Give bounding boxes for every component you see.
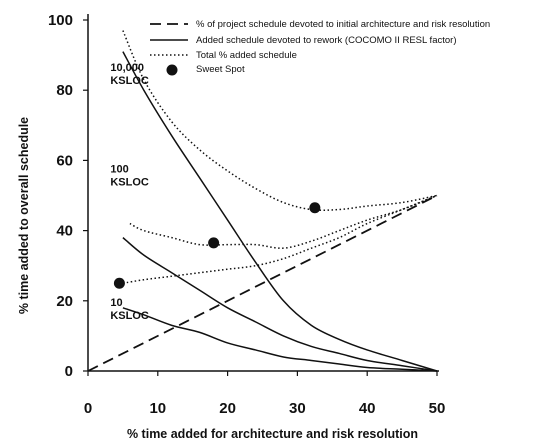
y-tick-label: 100	[48, 12, 73, 29]
legend-label: Total % added schedule	[196, 50, 297, 61]
ksloc-label-line: KSLOC	[110, 177, 149, 189]
y-tick-label: 80	[56, 82, 73, 99]
ksloc-label-line: KSLOC	[110, 75, 149, 87]
legend-label: % of project schedule devoted to initial…	[196, 19, 490, 30]
legend-label: Sweet Spot	[196, 64, 245, 75]
sweet-spot-markers	[113, 202, 321, 289]
legend: % of project schedule devoted to initial…	[150, 19, 490, 76]
x-tick-label: 10	[149, 400, 166, 417]
ksloc-label-line: KSLOC	[110, 310, 149, 322]
y-tick-label: 20	[56, 293, 73, 310]
legend-marker-icon	[166, 64, 178, 76]
series-line-dotted-5	[129, 194, 438, 249]
x-axis-label: % time added for architecture and risk r…	[127, 427, 418, 441]
series-line-dotted-4	[122, 30, 438, 211]
series-line-solid-3	[122, 307, 438, 372]
x-tick-label: 50	[429, 400, 446, 417]
series-line-solid-1	[122, 51, 438, 372]
ksloc-label: 100 KSLOC	[110, 164, 149, 189]
x-tick-label: 0	[84, 400, 92, 417]
y-axis-label: % time added to overall schedule	[17, 117, 31, 314]
y-tick-label: 40	[56, 223, 73, 240]
ksloc-label-line: 10,000	[110, 62, 144, 74]
y-tick-label: 60	[56, 152, 73, 169]
x-tick-label: 20	[219, 400, 236, 417]
x-tick-label: 40	[359, 400, 376, 417]
series-line-dashed-0	[87, 194, 438, 372]
y-tick-label: 0	[65, 363, 73, 380]
series-line-dotted-6	[122, 194, 438, 284]
legend-label: Added schedule devoted to rework (COCOMO…	[196, 35, 456, 46]
ksloc-label: 10,000 KSLOC	[110, 62, 149, 87]
axes: 0 10 20 30 40 50 0 20 40 60 80 100	[48, 12, 445, 417]
sweet-spot-marker	[309, 202, 321, 214]
ksloc-label-line: 10	[110, 297, 122, 309]
ksloc-label: 10 KSLOC	[110, 297, 149, 322]
sweet-spot-marker	[113, 277, 125, 289]
series-line-solid-2	[122, 237, 438, 372]
series-layer	[87, 30, 438, 372]
ksloc-label-line: 100	[110, 164, 128, 176]
x-tick-label: 30	[289, 400, 306, 417]
sweet-spot-marker	[208, 237, 220, 249]
